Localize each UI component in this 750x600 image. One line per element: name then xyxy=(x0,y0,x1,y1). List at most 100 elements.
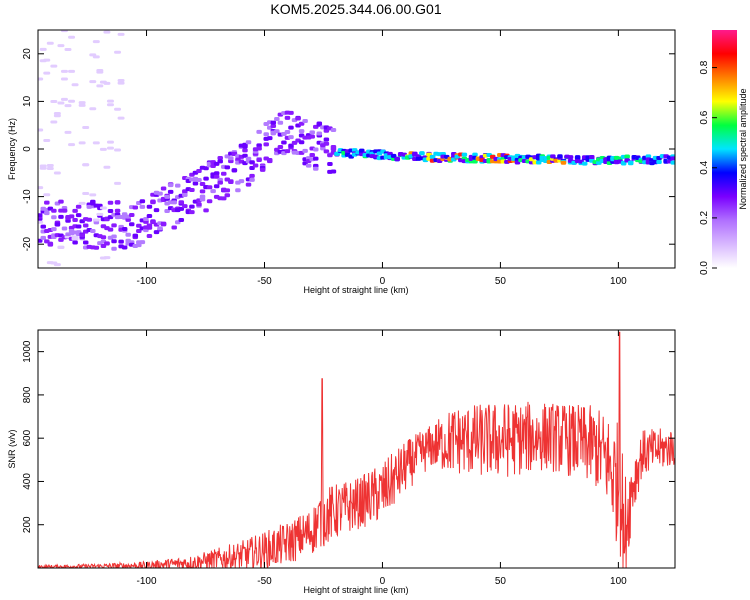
spectrogram-cell xyxy=(58,199,64,204)
spectrogram-cell xyxy=(560,160,567,165)
spectrogram-cell xyxy=(171,200,177,205)
spectrogram-cell xyxy=(574,155,581,160)
spectrogram-cell xyxy=(86,217,93,222)
spectrogram-cell xyxy=(44,211,50,216)
spectrogram-noise-cell xyxy=(68,99,76,103)
spectrogram-y-tick-label: 0 xyxy=(22,146,33,152)
spectrogram-cell xyxy=(128,222,135,227)
spectrogram-cell xyxy=(38,238,43,243)
spectrogram-noise-cell xyxy=(96,84,104,88)
colorbar-tick-label: 0.6 xyxy=(699,110,710,124)
spectrogram-cell xyxy=(589,154,595,159)
spectrogram-cell xyxy=(472,152,478,157)
spectrogram-noise-cell xyxy=(96,212,104,216)
spectrogram-cell xyxy=(288,143,294,148)
spectrogram-noise-cell xyxy=(78,201,86,205)
spectrogram-noise-cell xyxy=(103,30,111,34)
spectrogram-cell xyxy=(104,241,110,246)
colorbar-tick-label: 0.2 xyxy=(699,211,710,225)
spectrogram-noise-cell xyxy=(117,116,125,120)
spectrogram-cell xyxy=(139,240,146,245)
spectrogram-cell xyxy=(259,167,266,172)
spectrogram-cell xyxy=(160,186,167,191)
spectrogram-cell xyxy=(114,200,121,205)
spectrogram-cell xyxy=(284,115,291,120)
spectrogram-noise-cell xyxy=(60,97,68,101)
spectrogram-noise-cell xyxy=(99,147,107,151)
spectrogram-noise-cell xyxy=(60,30,68,33)
spectrogram-cell xyxy=(313,147,319,152)
spectrogram-noise-cell xyxy=(64,104,72,108)
spectrogram-x-tick-label: 50 xyxy=(495,276,507,287)
spectrogram-cell xyxy=(167,189,174,194)
spectrogram-noise-cell xyxy=(117,32,125,36)
spectrogram-noise-cell xyxy=(64,130,72,134)
spectrogram-cell xyxy=(111,246,117,251)
spectrogram-cell xyxy=(316,131,323,136)
spectrogram-cell xyxy=(167,183,174,188)
spectrogram-cell xyxy=(111,223,117,228)
spectrogram-cell xyxy=(281,140,287,145)
spectrogram-noise-cell xyxy=(89,193,97,197)
spectrogram-cell xyxy=(245,182,252,187)
spectrogram-cell xyxy=(90,228,96,233)
spectrogram-cell xyxy=(224,165,231,170)
spectrogram-noise-cell xyxy=(106,99,114,103)
spectrogram-noise-cell xyxy=(99,206,107,210)
colorbar-ticks: 0.0 0.2 0.4 0.6 0.8 xyxy=(699,60,717,275)
spectrogram-cell xyxy=(298,129,305,134)
spectrogram-cell xyxy=(267,158,273,163)
spectrogram-cell xyxy=(581,161,588,166)
spectrogram-noise-cell xyxy=(96,70,104,74)
spectrogram-noise-cell xyxy=(43,58,51,62)
spectrogram-cell xyxy=(40,235,47,240)
spectrogram-cell xyxy=(238,179,245,184)
snr-y-tick-label: 600 xyxy=(22,429,33,446)
spectrogram-noise-cell xyxy=(106,146,114,150)
spectrogram-cell xyxy=(100,235,107,240)
spectrogram-cell xyxy=(79,233,85,238)
spectrogram-noise-cell xyxy=(38,186,44,190)
spectrogram-cell xyxy=(302,148,308,153)
spectrogram-y-ticks: -20 -10 0 10 20 xyxy=(22,48,675,252)
spectrogram-cell xyxy=(627,160,634,165)
snr-xlabel: Height of straight line (km) xyxy=(303,585,408,595)
spectrogram-cell xyxy=(231,168,238,173)
spectrogram-noise-cell xyxy=(71,83,79,87)
spectrogram-cell xyxy=(263,132,269,137)
spectrogram-cell xyxy=(189,204,195,209)
spectrogram-cell xyxy=(72,217,78,222)
spectrogram-cell xyxy=(128,212,135,217)
spectrogram-noise-cell xyxy=(60,69,68,73)
spectrogram-cell xyxy=(323,141,330,146)
spectrogram-cell xyxy=(171,225,177,230)
spectrogram-cell xyxy=(143,216,149,221)
spectrogram-cell xyxy=(61,226,68,231)
spectrogram-noise-cell xyxy=(71,237,79,241)
spectrogram-xlabel: Height of straight line (km) xyxy=(303,285,408,295)
spectrogram-noise-cell xyxy=(68,143,76,147)
spectrogram-cell xyxy=(270,120,277,125)
spectrogram-cell xyxy=(157,226,163,231)
spectrogram-y-tick-label: -20 xyxy=(22,237,33,252)
snr-x-tick-label: -100 xyxy=(137,576,157,587)
snr-y-tick-label: 200 xyxy=(22,516,33,533)
spectrogram-noise-cell xyxy=(38,128,44,132)
spectrogram-cell xyxy=(90,199,96,204)
spectrogram-noise-cell xyxy=(103,81,111,85)
spectrogram-x-tick-label: -100 xyxy=(137,276,157,287)
spectrogram-cell xyxy=(670,156,675,161)
spectrogram-cell xyxy=(199,181,206,186)
spectrogram-cell xyxy=(199,189,206,194)
spectrogram-noise-cell xyxy=(114,107,122,111)
spectrogram-ylabel: Frequency (Hz) xyxy=(7,118,17,180)
spectrogram-cell xyxy=(277,144,284,149)
spectrogram-cell xyxy=(256,143,262,148)
spectrogram-cell xyxy=(203,208,209,213)
spectrogram-cell xyxy=(284,149,291,154)
spectrogram-noise-cell xyxy=(39,47,47,51)
spectrogram-noise-cell xyxy=(64,47,72,51)
spectrogram-cell xyxy=(125,232,131,237)
